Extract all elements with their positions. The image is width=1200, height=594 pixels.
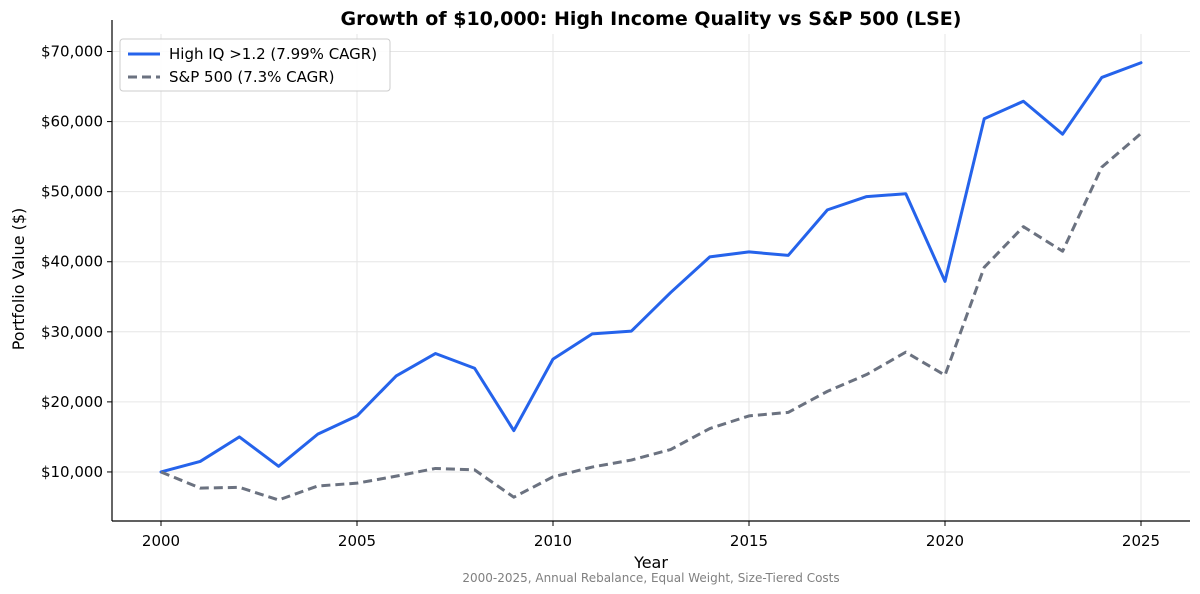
- x-tick-label: 2025: [1122, 532, 1160, 550]
- y-tick-label: $50,000: [41, 183, 103, 201]
- legend-label-high-iq: High IQ >1.2 (7.99% CAGR): [169, 45, 377, 63]
- x-tick-label: 2020: [926, 532, 964, 550]
- y-tick-label: $20,000: [41, 393, 103, 411]
- axes: [111, 20, 1190, 522]
- y-tick-label: $10,000: [41, 463, 103, 481]
- series-lines: [159, 61, 1143, 502]
- legend-box: [119, 38, 391, 92]
- y-axis-label: Portfolio Value ($): [9, 208, 28, 351]
- y-ticks: $10,000 $20,000 $30,000 $40,000 $50,000 $60,0…: [41, 43, 112, 481]
- series-line-high-iq: [159, 61, 1143, 474]
- y-tick-label: $40,000: [41, 253, 103, 271]
- chart-subtitle: 2000-2025, Annual Rebalance, Equal Weigh…: [462, 571, 839, 585]
- y-tick-label: $60,000: [41, 113, 103, 131]
- series-line-sp500: [160, 132, 1142, 502]
- y-tick-label: $30,000: [41, 323, 103, 341]
- x-tick-label: 2010: [534, 532, 572, 550]
- x-tick-label: 2015: [730, 532, 768, 550]
- x-axis-label: Year: [633, 553, 668, 572]
- legend: High IQ >1.2 (7.99% CAGR) S&P 500 (7.3% …: [119, 38, 391, 92]
- x-ticks: 2000 2005 2010 2015 2020 2025: [142, 521, 1160, 550]
- y-tick-label: $70,000: [41, 43, 103, 61]
- legend-label-sp500: S&P 500 (7.3% CAGR): [169, 68, 335, 86]
- grid: [112, 34, 1190, 521]
- x-tick-label: 2000: [142, 532, 180, 550]
- chart-title: Growth of $10,000: High Income Quality v…: [341, 8, 962, 30]
- x-tick-label: 2005: [338, 532, 376, 550]
